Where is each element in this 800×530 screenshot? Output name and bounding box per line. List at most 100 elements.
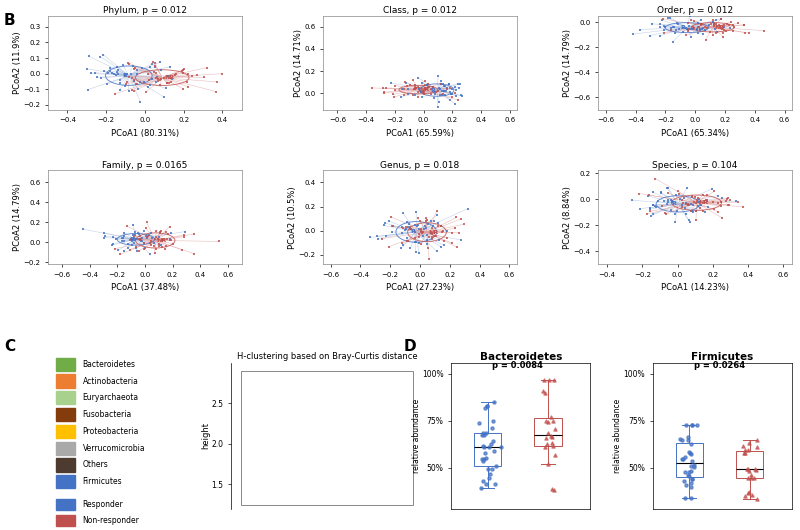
Point: [104, 66, 117, 75]
Point: [540, 417, 553, 425]
Point: [378, 219, 391, 227]
Point: [487, 447, 500, 455]
Point: [679, 467, 692, 476]
Point: [170, 69, 182, 78]
X-axis label: PCoA1 (65.59%): PCoA1 (65.59%): [386, 129, 454, 138]
Point: [418, 224, 430, 233]
Point: [124, 235, 137, 243]
Point: [129, 228, 142, 236]
Point: [690, 216, 702, 225]
Point: [432, 72, 445, 81]
Point: [450, 213, 463, 222]
Point: [177, 68, 190, 77]
Point: [152, 77, 165, 85]
Point: [100, 80, 113, 89]
Point: [745, 491, 758, 499]
Point: [158, 236, 170, 245]
Point: [452, 228, 465, 237]
Point: [647, 201, 660, 209]
Point: [134, 77, 146, 86]
Y-axis label: relative abundance: relative abundance: [412, 399, 421, 473]
Point: [416, 87, 429, 95]
Point: [412, 87, 425, 96]
Point: [691, 26, 704, 34]
Text: R: R: [681, 25, 686, 30]
Point: [482, 474, 495, 483]
Point: [425, 224, 438, 233]
Point: [422, 232, 435, 241]
Point: [401, 82, 414, 91]
Point: [690, 207, 702, 215]
Point: [485, 439, 498, 448]
Point: [404, 244, 417, 252]
Point: [658, 22, 670, 31]
Point: [140, 87, 153, 96]
Point: [161, 235, 174, 244]
Point: [677, 198, 690, 207]
Point: [675, 436, 688, 444]
Point: [130, 234, 143, 243]
Point: [364, 233, 377, 242]
Title: Genus, p = 0.018: Genus, p = 0.018: [380, 161, 460, 170]
Point: [446, 93, 459, 102]
Text: Fusobacteria: Fusobacteria: [82, 410, 132, 419]
Point: [153, 240, 166, 248]
Point: [684, 483, 697, 491]
Point: [385, 213, 398, 221]
Point: [685, 462, 698, 471]
Point: [694, 201, 707, 210]
Point: [165, 77, 178, 86]
Point: [662, 14, 674, 22]
Point: [683, 449, 696, 457]
Point: [670, 19, 683, 28]
Point: [129, 64, 142, 73]
Point: [700, 24, 713, 32]
Point: [681, 25, 694, 33]
Point: [178, 233, 190, 241]
Point: [135, 234, 148, 243]
Point: [130, 69, 143, 78]
Point: [371, 234, 384, 243]
Point: [152, 242, 165, 250]
Point: [128, 238, 141, 247]
Point: [389, 81, 402, 90]
Point: [150, 227, 162, 235]
Point: [414, 87, 427, 95]
Point: [408, 91, 421, 99]
Point: [77, 225, 90, 233]
Point: [366, 84, 378, 92]
Point: [722, 201, 734, 209]
Bar: [56, 499, 74, 510]
Point: [723, 21, 736, 29]
Point: [696, 190, 709, 199]
Point: [84, 69, 97, 77]
Point: [409, 237, 422, 246]
Point: [141, 233, 154, 241]
Point: [111, 66, 124, 75]
Point: [442, 80, 455, 88]
Point: [432, 219, 445, 227]
Point: [539, 434, 552, 442]
Point: [131, 85, 144, 93]
Text: Non-responder: Non-responder: [82, 516, 139, 525]
Point: [680, 481, 693, 489]
Point: [412, 225, 425, 233]
Point: [700, 197, 713, 205]
Point: [698, 207, 711, 216]
Text: NR: NR: [420, 87, 430, 92]
Point: [446, 85, 459, 93]
Point: [686, 420, 698, 429]
Text: NR: NR: [714, 25, 725, 30]
Point: [546, 484, 558, 493]
Point: [151, 235, 164, 243]
Text: NR: NR: [164, 75, 174, 80]
Point: [676, 203, 689, 211]
Point: [114, 76, 126, 84]
Point: [655, 16, 668, 24]
Point: [654, 20, 667, 28]
Point: [412, 85, 425, 94]
Point: [396, 223, 409, 232]
Point: [418, 85, 431, 93]
Point: [82, 52, 95, 60]
Point: [475, 431, 488, 439]
